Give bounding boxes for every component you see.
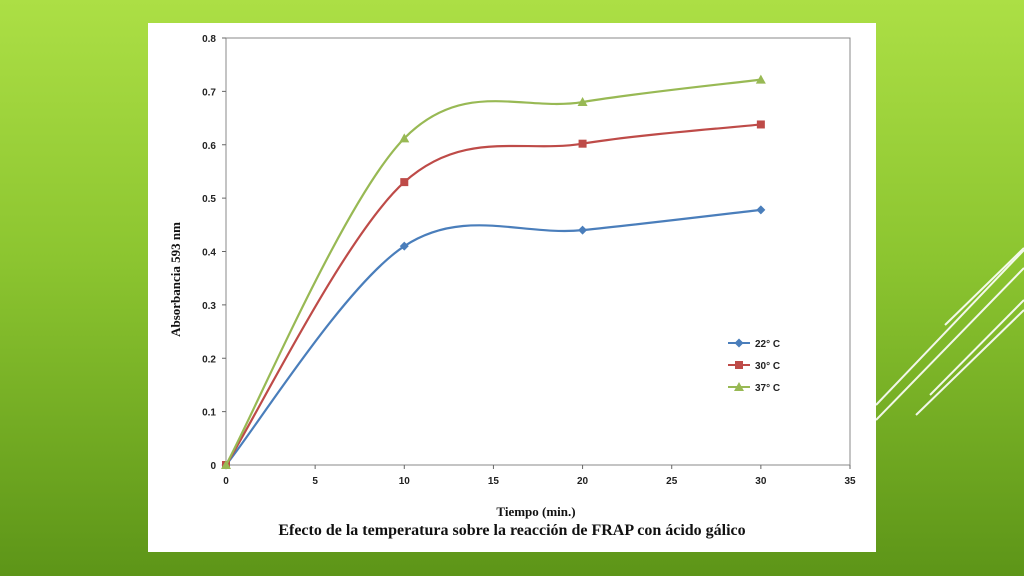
y-tick-label: 0.6 [202, 141, 216, 152]
data-point-series-3 [577, 97, 588, 107]
y-axis-title: Absorbancia 593 nm [168, 222, 183, 337]
y-tick-label: 0.2 [202, 354, 216, 365]
y-tick-label: 0.7 [202, 87, 216, 98]
legend-marker [735, 361, 743, 369]
chart-caption: Efecto de la temperatura sobre la reacci… [278, 522, 746, 539]
x-tick-label: 25 [666, 476, 678, 487]
legend-label: 30° C [755, 361, 780, 372]
x-axis-title: Tiempo (min.) [496, 504, 575, 519]
data-point-series-3 [399, 133, 410, 143]
x-tick-label: 35 [844, 476, 856, 487]
y-tick-label: 0.3 [202, 301, 216, 312]
data-point-series-1 [578, 225, 588, 235]
x-tick-label: 30 [755, 476, 767, 487]
data-point-series-2 [578, 139, 587, 148]
series-line-1 [225, 208, 761, 466]
legend-marker [734, 382, 744, 391]
series-line-3 [225, 78, 761, 466]
series-line-2 [225, 123, 761, 466]
x-tick-label: 10 [399, 476, 411, 487]
data-point-series-3 [755, 74, 766, 84]
x-tick-label: 15 [488, 476, 500, 487]
plot-area-frame [225, 37, 851, 466]
line-chart: 0 0.1 0.2 0.3 0.4 0.5 0.6 0.7 0.8 0 5 10 15 20 25 30 35 T… [168, 34, 856, 519]
data-point-series-1 [756, 205, 766, 215]
y-tick-label: 0.4 [202, 248, 216, 259]
legend-marker [734, 338, 744, 348]
data-point-series-1 [399, 241, 409, 251]
legend-label: 37° C [755, 383, 780, 394]
y-tick-label: 0 [210, 461, 216, 472]
x-tick-label: 20 [577, 476, 589, 487]
chart-card: 0 0.1 0.2 0.3 0.4 0.5 0.6 0.7 0.8 0 5 10 15 20 25 30 35 T… [148, 23, 876, 552]
y-tick-label: 0.5 [202, 194, 216, 205]
data-point-series-2 [400, 178, 409, 187]
x-tick-label: 0 [223, 476, 229, 487]
y-tick-label: 0.8 [202, 34, 216, 45]
y-tick-label: 0.1 [202, 408, 216, 419]
legend-label: 22° C [755, 339, 780, 350]
x-tick-label: 5 [312, 476, 318, 487]
data-point-series-3 [221, 460, 231, 469]
data-point-series-2 [756, 120, 765, 129]
